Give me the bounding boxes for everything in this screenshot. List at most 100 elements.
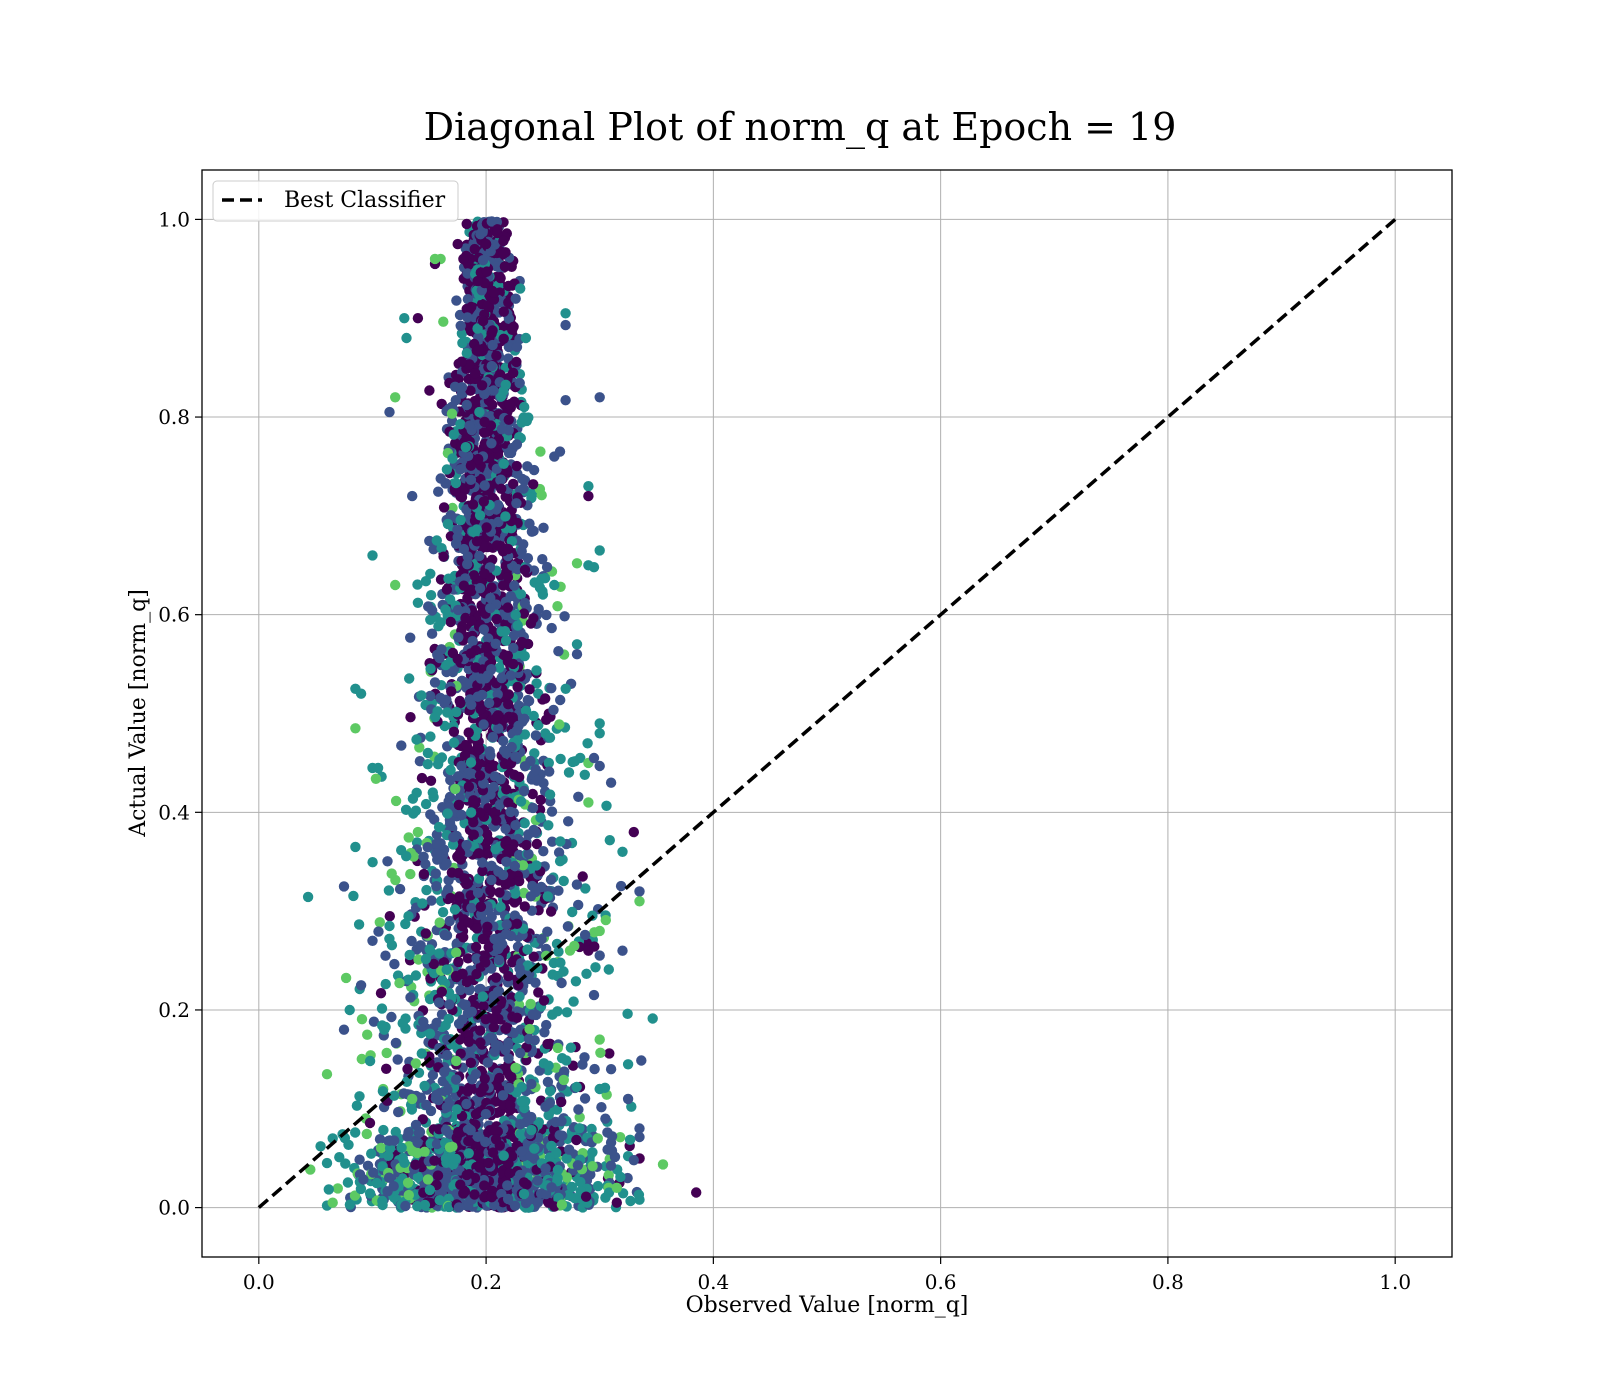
scatter-point [414,756,426,767]
scatter-point [490,1125,501,1137]
scatter-point [558,966,569,977]
scatter-point [495,901,506,913]
scatter-point [462,294,474,305]
scatter-point [449,904,461,915]
scatter-point [460,999,471,1010]
scatter-point [469,395,480,407]
scatter-point [628,826,639,838]
scatter-point [466,1006,477,1017]
x-tick-label: 0.4 [697,1270,729,1294]
scatter-point [556,977,567,989]
scatter-point [500,1023,512,1034]
scatter-point [503,1082,515,1094]
scatter-point [456,760,467,772]
scatter-point [469,1189,480,1200]
scatter-point [490,844,501,855]
scatter-point [477,865,488,877]
scatter-point [417,898,428,909]
scatter-point [556,1116,567,1127]
scatter-point [420,928,431,939]
scatter-point [407,793,419,804]
scatter-point [439,1066,450,1078]
scatter-point [586,1123,597,1135]
scatter-point [478,719,489,730]
scatter-point [505,670,516,681]
scatter-point [442,518,454,530]
scatter-point [544,1085,556,1097]
scatter-point [478,624,490,635]
scatter-point [371,1177,382,1189]
scatter-point [519,818,530,829]
scatter-point [473,848,484,859]
scatter-point [541,609,552,621]
scatter-point [323,1184,334,1195]
scatter-point [523,1033,535,1045]
x-tick-label: 1.0 [1379,1270,1411,1294]
scatter-point [422,747,434,759]
scatter-point [509,910,521,921]
scatter-point [402,1177,414,1189]
scatter-point [634,1123,645,1134]
scatter-point [463,1135,474,1147]
scatter-point [486,216,497,227]
scatter-point [355,980,367,991]
scatter-point [450,970,462,982]
y-tick-label: 0.8 [158,405,190,429]
scatter-point [503,1053,514,1064]
scatter-point [455,320,466,331]
scatter-point [383,1150,394,1162]
scatter-point [436,986,447,997]
scatter-point [446,686,457,697]
x-axis-ticks: 0.0 0.2 0.4 0.6 0.8 1.0 [243,1257,1411,1294]
scatter-point [571,639,583,650]
scatter-point [563,767,575,778]
scatter-point [560,319,571,331]
scatter-point [634,886,645,897]
scatter-point [443,1013,454,1025]
scatter-point [460,677,471,689]
scatter-point [573,791,584,802]
scatter-point [490,1039,501,1050]
scatter-point [558,1074,569,1086]
scatter-point [384,933,395,944]
scatter-point [431,535,442,546]
scatter-point [390,1037,402,1049]
scatter-point [531,775,543,786]
scatter-point [508,367,519,379]
scatter-point [430,868,441,879]
scatter-point [508,478,519,490]
scatter-point [463,781,475,792]
scatter-point [364,1055,376,1067]
scatter-point [634,1194,645,1205]
scatter-point [462,559,473,570]
scatter-point [377,1020,388,1031]
scatter-point [511,460,522,472]
scatter-point [458,543,470,555]
scatter-point [479,416,490,428]
scatter-point [435,574,447,585]
scatter-point [563,1189,574,1201]
scatter-point [432,759,444,770]
scatter-point [441,584,453,595]
scatter-point [429,814,440,825]
scatter-point [461,740,473,752]
scatter-point [547,1009,558,1020]
y-tick-label: 0.4 [158,800,190,824]
scatter-point [468,829,479,840]
scatter-point [390,392,401,403]
scatter-point [450,1074,462,1085]
scatter-point [383,1172,395,1183]
scatter-point [511,498,522,509]
scatter-point [510,293,521,304]
scatter-point [552,1042,563,1054]
scatter-point [466,902,477,914]
scatter-point [421,884,432,896]
scatter-point [545,874,557,885]
scatter-point [528,710,539,722]
scatter-point [390,795,402,807]
scatter-point [502,1180,513,1191]
scatter-point [440,1124,452,1136]
scatter-point [624,1134,636,1146]
scatter-point [450,395,461,406]
scatter-point [405,712,416,723]
